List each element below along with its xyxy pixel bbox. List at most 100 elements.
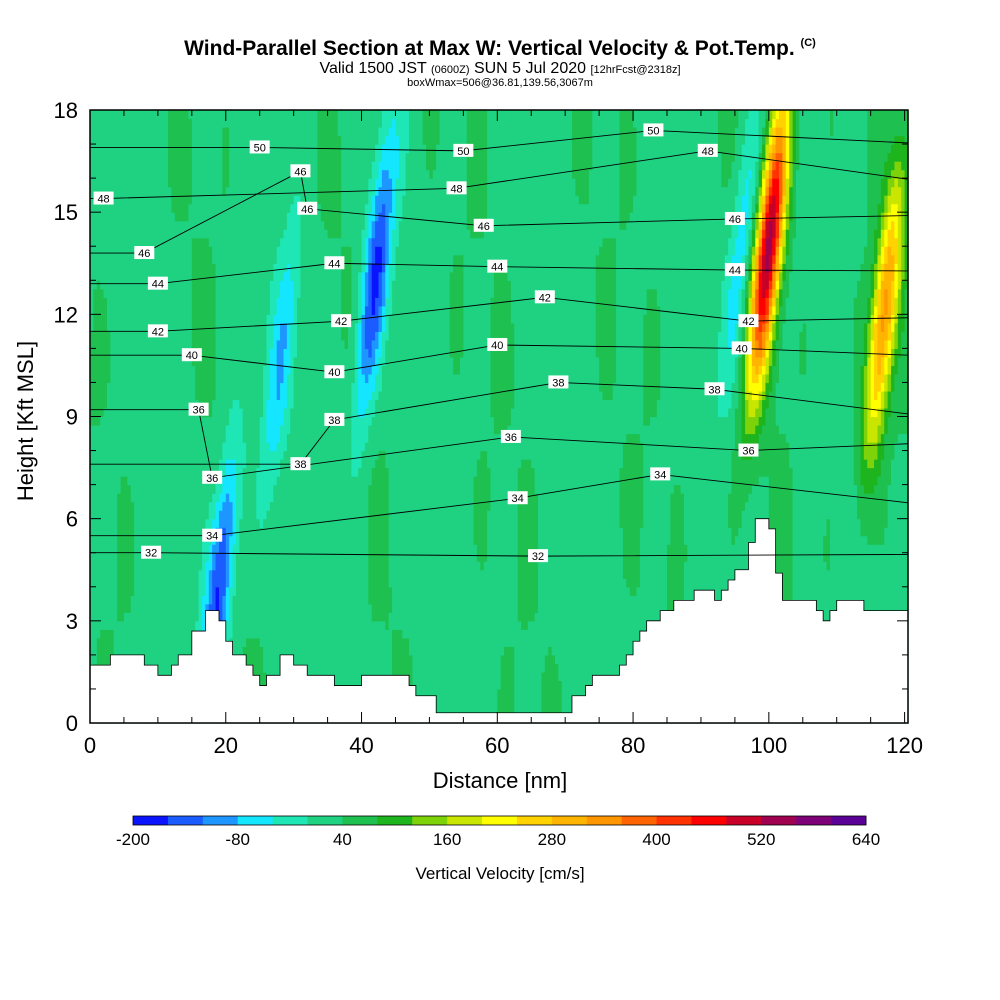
velocity-cell (531, 467, 536, 622)
velocity-cell (212, 544, 217, 571)
isentrope-label-bg (473, 218, 494, 232)
velocity-cell (212, 263, 217, 401)
velocity-cell (745, 110, 750, 120)
velocity-cell (779, 348, 784, 435)
isentrope-label: 34 (206, 531, 218, 543)
velocity-cell (419, 110, 424, 724)
velocity-cell (626, 220, 631, 435)
velocity-cell (466, 110, 471, 230)
velocity-cell (364, 237, 369, 273)
velocity-cell (751, 212, 756, 230)
velocity-cell (358, 467, 363, 724)
velocity-cell (745, 118, 750, 179)
velocity-cell (887, 212, 892, 230)
velocity-cell (205, 561, 210, 605)
velocity-cell (93, 288, 98, 426)
velocity-cell (772, 254, 777, 264)
velocity-cell (392, 229, 397, 281)
velocity-cell (212, 110, 217, 264)
velocity-cell (887, 195, 892, 213)
velocity-cell (768, 186, 773, 196)
velocity-cell (765, 339, 770, 349)
isentrope-label-bg (446, 181, 467, 195)
velocity-cell (368, 603, 373, 724)
velocity-cell (812, 110, 817, 647)
velocity-cell (575, 110, 580, 196)
velocity-cell (181, 220, 186, 724)
velocity-cell (799, 331, 804, 375)
velocity-cell (877, 407, 882, 426)
velocity-cell (202, 535, 207, 596)
velocity-cell (772, 297, 777, 307)
velocity-cell (755, 382, 760, 401)
velocity-cell (113, 110, 118, 724)
velocity-cell (385, 110, 390, 137)
velocity-cell (283, 322, 288, 349)
velocity-cell (775, 246, 780, 256)
velocity-cell (93, 425, 98, 665)
velocity-cell (633, 110, 638, 128)
isentrope-label-bg (324, 256, 345, 270)
velocity-cell (772, 118, 777, 128)
velocity-cell (731, 254, 736, 341)
colorbar-tick-label: -200 (116, 830, 150, 849)
velocity-cell (857, 110, 862, 281)
velocity-cell (195, 399, 200, 622)
velocity-cell (758, 110, 763, 154)
velocity-cell (877, 271, 882, 290)
velocity-cell (527, 620, 532, 724)
velocity-cell (829, 110, 834, 137)
colorbar-swatch (272, 816, 308, 825)
velocity-cell (626, 110, 631, 222)
isentrope-label-bg (548, 375, 569, 389)
velocity-cell (273, 484, 278, 724)
velocity-cell (775, 271, 780, 281)
velocity-cell (493, 433, 498, 724)
velocity-cell (901, 135, 906, 171)
velocity-cell (884, 263, 889, 290)
velocity-cell (755, 229, 760, 239)
velocity-cell (446, 110, 451, 724)
velocity-cell (517, 467, 522, 622)
colorbar: -200 -80 40 160 280 400 520 640 (116, 815, 880, 849)
velocity-cell (782, 322, 787, 435)
velocity-cell (768, 135, 773, 145)
velocity-cell (755, 271, 760, 290)
velocity-cell (877, 390, 882, 409)
velocity-cell (504, 110, 509, 273)
velocity-cell (395, 246, 400, 630)
velocity-cell (643, 314, 648, 426)
velocity-cell (470, 237, 475, 724)
velocity-cell (127, 484, 132, 613)
velocity-cell (381, 110, 386, 145)
velocity-cell (884, 110, 889, 162)
velocity-cell (734, 356, 739, 409)
velocity-cell (874, 484, 879, 545)
isentrope-label-bg (731, 341, 752, 355)
velocity-cell (449, 271, 454, 358)
velocity-cell (850, 110, 855, 716)
velocity-cell (775, 161, 780, 179)
velocity-cell (341, 339, 346, 724)
colorbar-swatch (586, 816, 623, 825)
velocity-cell (762, 356, 767, 367)
velocity-cell (765, 407, 770, 477)
velocity-cell (297, 297, 302, 716)
velocity-cell (755, 425, 760, 452)
isentrope-label-bg (704, 382, 725, 396)
velocity-cell (337, 110, 342, 137)
velocity-cell (792, 237, 797, 639)
velocity-cell (738, 212, 743, 290)
velocity-cell (758, 246, 763, 256)
velocity-cell (490, 416, 495, 724)
velocity-cell (870, 416, 875, 443)
chart-title: Wind-Parallel Section at Max W: Vertical… (0, 37, 1000, 61)
velocity-cell (218, 110, 223, 460)
velocity-cell (395, 110, 400, 137)
velocity-cell (215, 552, 220, 588)
velocity-cell (368, 484, 373, 605)
velocity-cell (894, 263, 899, 298)
velocity-cell (100, 416, 105, 630)
velocity-cell (863, 110, 868, 247)
y-tick-label: 18 (54, 98, 78, 123)
